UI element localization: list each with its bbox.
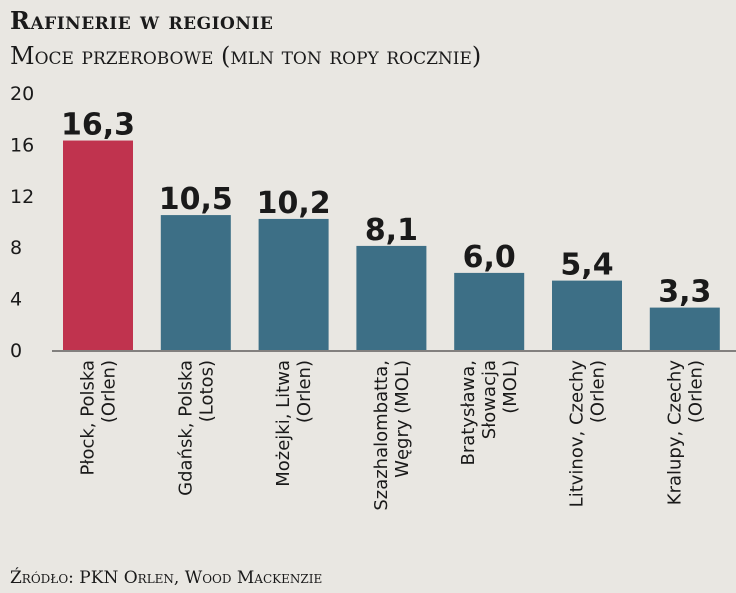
category-label-line: Kralupy, Czechy [664, 360, 685, 506]
bar-value-label: 6,0 [463, 240, 516, 275]
category-label-line: (Orlen) [99, 360, 120, 423]
category-label-line: (MOL) [500, 360, 521, 414]
category-label-line: (Orlen) [294, 360, 315, 423]
category-label-line: Możejki, Litwa [273, 360, 294, 487]
y-tick-label: 20 [10, 83, 34, 105]
category-label-line: Płock, Polska [78, 360, 99, 476]
chart-subtitle: Moce przerobowe (mln ton ropy rocznie) [10, 42, 482, 70]
category-label: Gdańsk, Polska (Lotos) [175, 360, 217, 496]
source-note: Źródło: PKN Orlen, Wood Mackenzie [10, 568, 323, 588]
bar [649, 307, 720, 350]
chart-title: Rafinerie w regionie [10, 6, 274, 35]
category-label-line: Szazhalombatta, [371, 360, 392, 511]
category-label-line: Litvinov, Czechy [567, 360, 588, 508]
category-label: Litvinov, Czechy (Orlen) [567, 360, 609, 508]
y-tick-label: 12 [10, 186, 34, 208]
y-tick-label: 4 [10, 289, 22, 311]
category-label: Płock, Polska (Orlen) [78, 360, 120, 476]
y-tick-label: 8 [10, 237, 22, 259]
category-label: Bratysława, Słowacja (MOL) [458, 360, 521, 466]
category-label: Możejki, Litwa (Orlen) [273, 360, 315, 487]
y-tick-label: 0 [10, 340, 22, 362]
bar [356, 245, 427, 350]
bar [160, 215, 231, 350]
bar-value-label: 16,3 [61, 108, 135, 143]
bar [258, 218, 329, 350]
y-tick-label: 16 [10, 134, 34, 156]
bar [454, 272, 525, 350]
category-label: Kralupy, Czechy (Orlen) [664, 360, 706, 506]
category-label-line: (Orlen) [588, 360, 609, 423]
bar-value-label: 8,1 [365, 213, 418, 248]
bar-value-label: 10,5 [159, 182, 233, 217]
bar-value-label: 5,4 [560, 248, 613, 283]
category-label-line: Gdańsk, Polska [175, 360, 196, 496]
category-label: Szazhalombatta, Węgry (MOL) [371, 360, 413, 511]
bar [552, 280, 622, 350]
bar-value-label: 3,3 [658, 275, 711, 310]
category-label-line: (Lotos) [196, 360, 217, 422]
bar-value-label: 10,2 [257, 186, 331, 221]
category-label-line: (Orlen) [685, 360, 706, 423]
category-label-line: Węgry (MOL) [392, 360, 413, 478]
category-label-line: Słowacja [479, 360, 500, 439]
bar [63, 140, 133, 350]
category-label-line: Bratysława, [458, 360, 479, 466]
